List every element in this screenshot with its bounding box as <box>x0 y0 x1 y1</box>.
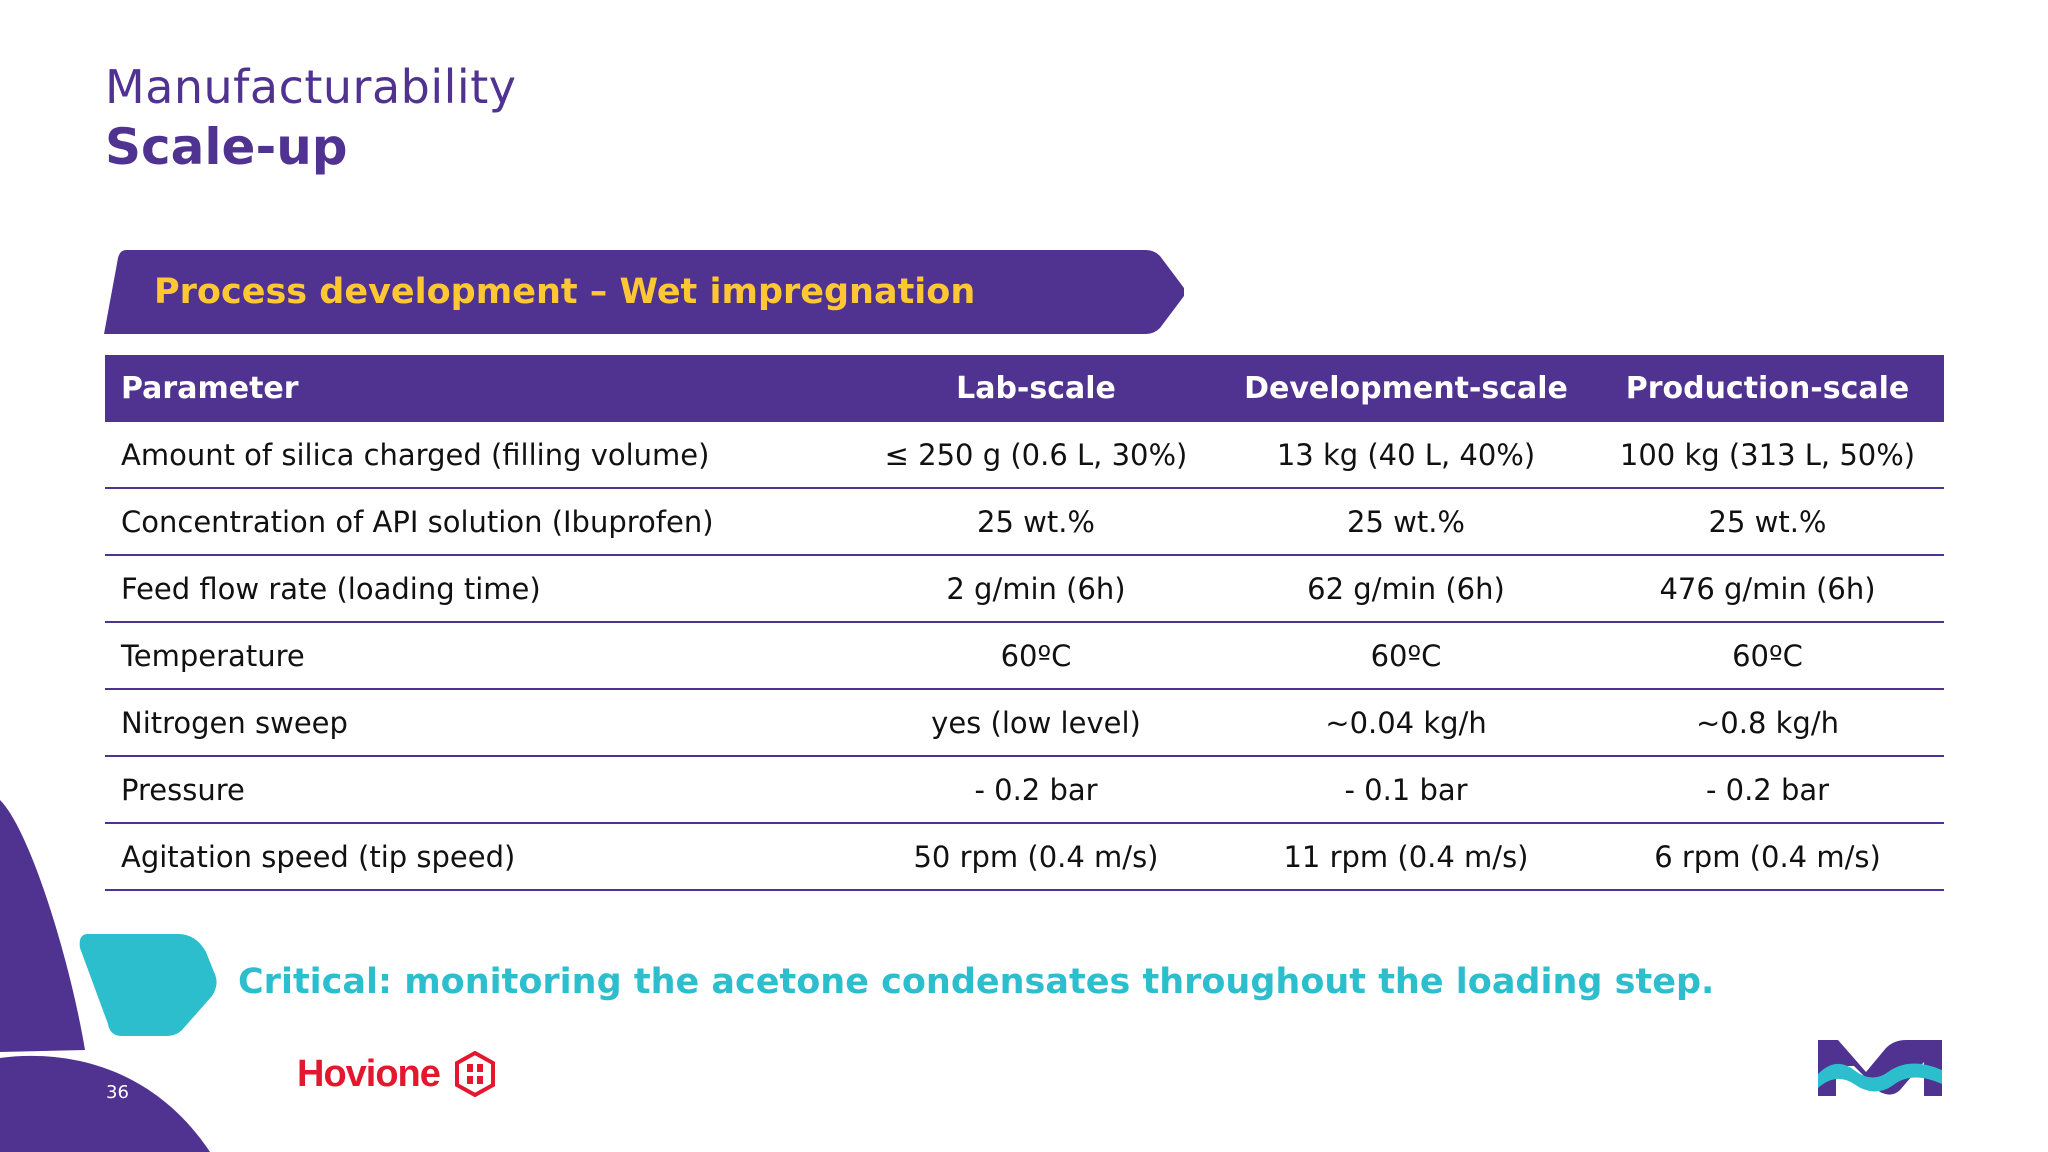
table-cell: - 0.2 bar <box>1591 756 1944 824</box>
table-row: Nitrogen sweep yes (low level) ~0.04 kg/… <box>105 689 1944 757</box>
table-cell: Feed flow rate (loading time) <box>105 555 851 623</box>
company-m-logo-icon <box>1818 1040 1942 1096</box>
page-number: 36 <box>106 1082 129 1103</box>
page-title-line2: Scale-up <box>105 118 348 176</box>
table-cell: 11 rpm (0.4 m/s) <box>1221 823 1591 891</box>
table-cell: 50 rpm (0.4 m/s) <box>851 823 1221 891</box>
table-cell: 100 kg (313 L, 50%) <box>1591 422 1944 489</box>
table-row: Agitation speed (tip speed) 50 rpm (0.4 … <box>105 823 1944 891</box>
table-header-row: Parameter Lab-scale Development-scale Pr… <box>105 355 1944 422</box>
table-cell: yes (low level) <box>851 689 1221 757</box>
page-title-line1: Manufacturability <box>105 60 517 114</box>
header-lab-scale: Lab-scale <box>956 371 1116 406</box>
table-cell: 13 kg (40 L, 40%) <box>1221 422 1591 489</box>
table-cell: Pressure <box>105 756 851 824</box>
table-cell: 60ºC <box>851 622 1221 690</box>
table-cell: 25 wt.% <box>1221 488 1591 556</box>
table-row: Concentration of API solution (Ibuprofen… <box>105 488 1944 556</box>
table-cell: 6 rpm (0.4 m/s) <box>1591 823 1944 891</box>
table-cell: - 0.2 bar <box>851 756 1221 824</box>
decorative-purple-shape <box>0 800 210 1152</box>
table-cell: Agitation speed (tip speed) <box>105 823 851 891</box>
section-banner: Process development – Wet impregnation <box>104 250 1184 334</box>
table-cell: 60ºC <box>1221 622 1591 690</box>
hovione-logo-text: Hovione <box>297 1053 441 1095</box>
table-cell: Temperature <box>105 622 851 690</box>
header-development-scale: Development-scale <box>1244 371 1568 406</box>
table-row: Temperature 60ºC 60ºC 60ºC <box>105 622 1944 690</box>
table-cell: 25 wt.% <box>1591 488 1944 556</box>
table-row: Feed flow rate (loading time) 2 g/min (6… <box>105 555 1944 623</box>
table-cell: 2 g/min (6h) <box>851 555 1221 623</box>
critical-note: Critical: monitoring the acetone condens… <box>238 962 1715 1002</box>
table-cell: ≤ 250 g (0.6 L, 30%) <box>851 422 1221 489</box>
section-banner-text: Process development – Wet impregnation <box>154 272 976 312</box>
table-cell: Amount of silica charged (filling volume… <box>105 422 851 489</box>
table-cell: 62 g/min (6h) <box>1221 555 1591 623</box>
table-cell: ~0.04 kg/h <box>1221 689 1591 757</box>
table-cell: ~0.8 kg/h <box>1591 689 1944 757</box>
table-cell: 476 g/min (6h) <box>1591 555 1944 623</box>
table-cell: - 0.1 bar <box>1221 756 1591 824</box>
table-cell: Concentration of API solution (Ibuprofen… <box>105 488 851 556</box>
table-cell: 60ºC <box>1591 622 1944 690</box>
header-production-scale: Production-scale <box>1625 371 1910 406</box>
table-cell: 25 wt.% <box>851 488 1221 556</box>
header-parameter: Parameter <box>121 371 299 406</box>
decorative-cyan-shape <box>79 934 217 1036</box>
hovione-logo-icon <box>455 1051 495 1097</box>
table-row: Pressure - 0.2 bar - 0.1 bar - 0.2 bar <box>105 756 1944 824</box>
table-row: Amount of silica charged (filling volume… <box>105 422 1944 489</box>
parameters-table: Parameter Lab-scale Development-scale Pr… <box>105 355 1944 891</box>
table-cell: Nitrogen sweep <box>105 689 851 757</box>
